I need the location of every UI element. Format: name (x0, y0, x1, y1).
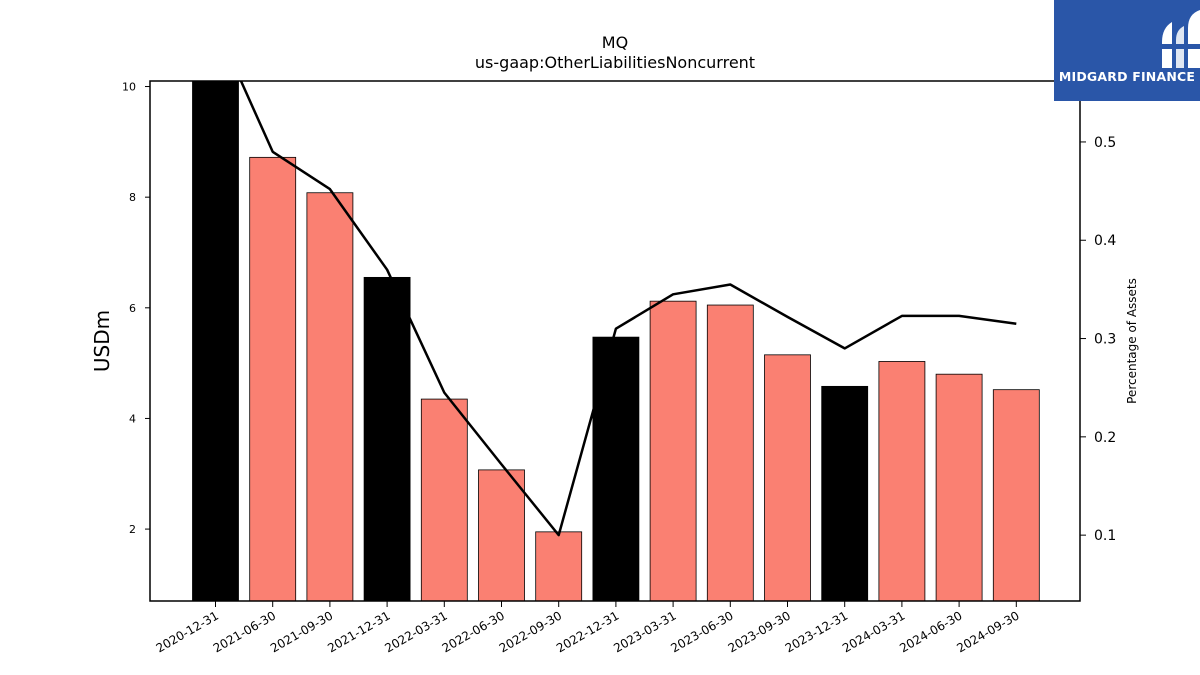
logo-mark-icon (1158, 10, 1200, 68)
y-tick-label: 6 (129, 302, 136, 315)
y-tick-label: 8 (129, 191, 136, 204)
bar (992, 389, 1040, 601)
y2-tick-label: 0.3 (1094, 332, 1116, 348)
x-tick-label: 2023-12-31 (783, 608, 850, 655)
x-tick-label: 2022-03-31 (382, 608, 449, 655)
y-tick-label: 10 (122, 81, 136, 94)
line-group (239, 81, 1017, 537)
x-tick-label: 2020-12-31 (154, 608, 221, 655)
bar (935, 373, 983, 601)
x-tick-label: 2024-09-30 (954, 608, 1021, 655)
y-tick-label: 4 (129, 412, 136, 425)
chart-subtitle: us-gaap:OtherLiabilitiesNoncurrent (475, 53, 755, 72)
bar (535, 531, 583, 601)
bar (363, 276, 411, 601)
x-tick-label: 2022-09-30 (497, 608, 564, 655)
bar (592, 336, 640, 601)
bar (306, 192, 354, 601)
x-tick-label: 2024-03-31 (840, 608, 907, 655)
x-tick-label: 2023-03-31 (611, 608, 678, 655)
bar (420, 398, 468, 601)
bar (649, 300, 697, 601)
percentage-line (239, 81, 1017, 537)
y2-tick-label: 0.1 (1094, 528, 1116, 544)
bar (478, 469, 525, 601)
y2-tick-label: 0.5 (1094, 135, 1116, 151)
x-tick-label: 2023-09-30 (726, 608, 793, 655)
x-tick-label: 2024-06-30 (897, 608, 964, 655)
y-axis-label: USDm (90, 310, 114, 372)
bar (821, 385, 869, 601)
bars-group (192, 81, 1040, 601)
y2-tick-label: 0.2 (1094, 430, 1116, 446)
y2-tick-label: 0.4 (1094, 233, 1116, 249)
x-tick-label: 2021-06-30 (211, 608, 278, 655)
x-tick-label: 2022-12-31 (554, 608, 621, 655)
plot-frame (149, 80, 1081, 602)
x-tick-label: 2022-06-30 (440, 608, 507, 655)
chart-title: MQ (602, 33, 628, 52)
logo-text: MIDGARD FINANCE (1058, 69, 1196, 84)
x-tick-label: 2023-06-30 (668, 608, 735, 655)
bar (249, 156, 297, 601)
midgard-finance-logo: MIDGARD FINANCE (1054, 0, 1200, 101)
x-tick-label: 2021-12-31 (325, 608, 392, 655)
x-tick-label: 2021-09-30 (268, 608, 335, 655)
y-tick-label: 2 (129, 523, 136, 536)
bar (764, 354, 811, 601)
y2-axis-label: Percentage of Assets (1125, 278, 1139, 404)
bar (706, 304, 754, 601)
bar (192, 81, 239, 601)
bar (878, 361, 926, 601)
